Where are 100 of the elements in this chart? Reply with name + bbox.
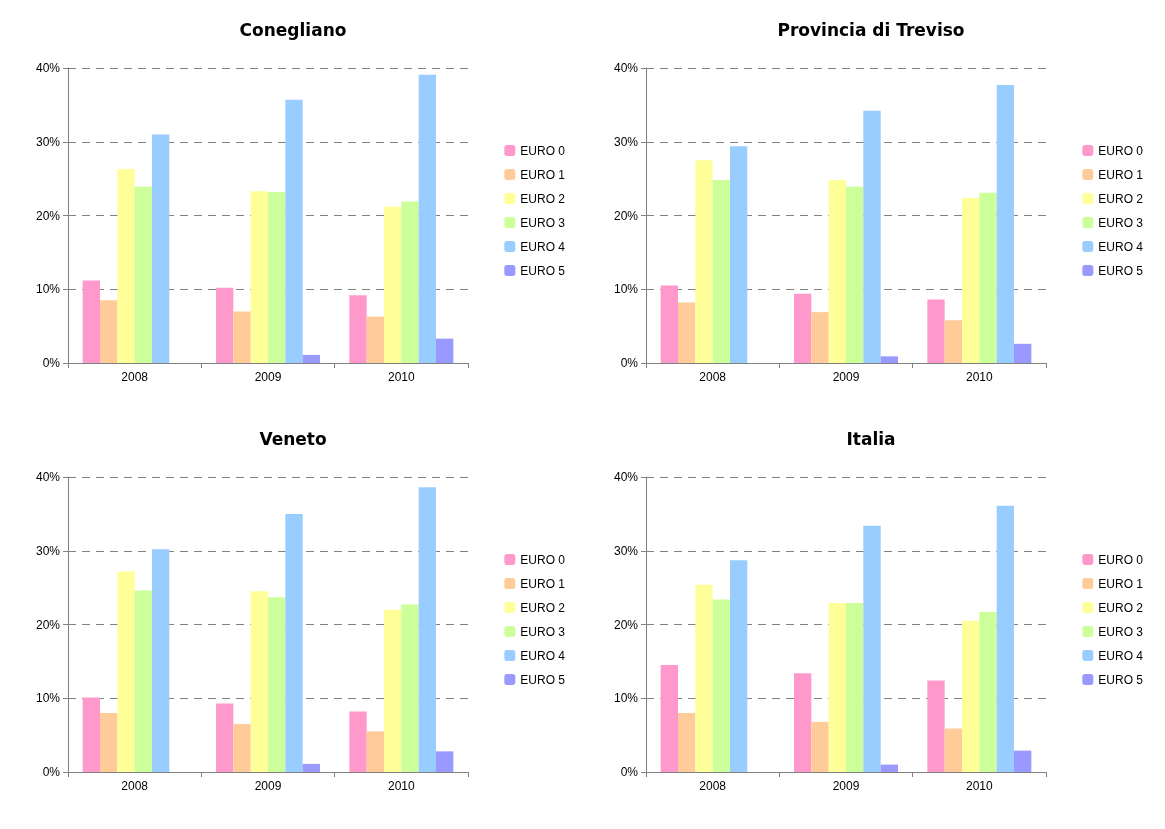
bar	[418, 487, 436, 772]
x-tick-label: 2010	[387, 370, 415, 384]
bar	[863, 110, 881, 363]
bar	[1014, 750, 1032, 772]
legend-label: EURO 0	[1098, 552, 1144, 567]
y-tick-label: 10%	[613, 691, 639, 706]
bar	[82, 697, 100, 772]
y-tick-label: 40%	[613, 61, 639, 75]
legend-label: EURO 5	[520, 672, 566, 687]
x-tick-label: 2008	[121, 370, 149, 384]
bar	[216, 703, 234, 772]
bar	[349, 711, 367, 772]
legend-label: EURO 2	[1098, 600, 1144, 615]
legend-label: EURO 5	[1098, 672, 1144, 687]
bar	[927, 680, 945, 772]
bar	[349, 295, 367, 363]
legend-label: EURO 3	[1098, 624, 1144, 639]
legend-label: EURO 3	[1098, 215, 1144, 230]
x-tick-label: 2010	[387, 779, 415, 793]
bar	[712, 599, 730, 772]
bar	[152, 549, 170, 772]
bar	[660, 285, 678, 363]
y-tick-label: 30%	[613, 543, 639, 558]
bar	[979, 611, 997, 772]
x-tick-label: 2009	[832, 370, 860, 384]
bar	[660, 665, 678, 772]
y-tick-label: 10%	[35, 691, 61, 706]
legend-label: EURO 5	[1098, 263, 1144, 278]
bar	[678, 713, 696, 772]
x-tick-label: 2009	[832, 779, 860, 793]
bar	[233, 311, 251, 363]
legend-label: EURO 4	[1098, 239, 1144, 254]
y-tick-label: 40%	[35, 61, 61, 75]
bar	[678, 302, 696, 363]
bar	[216, 287, 234, 363]
legend-label: EURO 0	[1098, 143, 1144, 158]
bar	[285, 99, 303, 363]
bar	[436, 751, 454, 772]
bar	[152, 134, 170, 363]
bar	[846, 186, 864, 363]
bar	[828, 603, 846, 772]
bar	[100, 713, 118, 772]
bar	[250, 591, 268, 772]
x-tick-label: 2010	[965, 370, 993, 384]
chart-title: Provincia di Treviso	[777, 19, 965, 40]
chart-title: Conegliano	[239, 19, 347, 40]
bar	[250, 191, 268, 363]
bar	[962, 197, 980, 363]
bar	[134, 186, 152, 363]
legend-label: EURO 4	[520, 239, 566, 254]
bar	[962, 620, 980, 772]
legend-label: EURO 2	[520, 191, 566, 206]
bar	[285, 513, 303, 772]
bar	[268, 191, 286, 363]
x-tick-label: 2008	[121, 779, 149, 793]
y-tick-label: 0%	[620, 765, 639, 779]
y-tick-label: 0%	[42, 765, 61, 779]
y-tick-label: 10%	[613, 282, 639, 297]
bar	[880, 764, 898, 772]
bar	[863, 525, 881, 772]
bar	[927, 299, 945, 363]
x-tick-label: 2008	[699, 779, 727, 793]
bar	[794, 293, 812, 363]
y-tick-label: 0%	[620, 356, 639, 370]
bar	[996, 84, 1014, 363]
bar	[100, 300, 118, 363]
bar	[401, 201, 419, 363]
legend-label: EURO 2	[1098, 191, 1144, 206]
chart-title: Italia	[846, 428, 896, 449]
bar	[944, 320, 962, 363]
bar	[268, 597, 286, 772]
bar	[302, 763, 320, 772]
bar	[117, 169, 135, 363]
bar	[979, 192, 997, 363]
bar	[302, 354, 320, 363]
bar	[366, 316, 384, 363]
y-tick-label: 30%	[613, 134, 639, 149]
bar	[134, 590, 152, 772]
legend-label: EURO 3	[520, 624, 566, 639]
x-tick-label: 2009	[254, 779, 282, 793]
legend-label: EURO 3	[520, 215, 566, 230]
y-tick-label: 20%	[35, 617, 61, 632]
bar	[730, 146, 748, 363]
legend-label: EURO 4	[1098, 648, 1144, 663]
legend-label: EURO 4	[520, 648, 566, 663]
bar	[1014, 343, 1032, 363]
bar	[384, 206, 402, 363]
legend-label: EURO 1	[1098, 167, 1144, 182]
bar	[846, 603, 864, 772]
legend-label: EURO 1	[1098, 576, 1144, 591]
bar	[828, 180, 846, 363]
bar	[811, 312, 829, 363]
bar	[117, 571, 135, 772]
bar	[712, 180, 730, 363]
y-tick-label: 20%	[613, 208, 639, 223]
y-tick-label: 0%	[42, 356, 61, 370]
bar	[695, 584, 713, 772]
x-tick-label: 2008	[699, 370, 727, 384]
bar	[880, 356, 898, 363]
legend-label: EURO 1	[520, 576, 566, 591]
